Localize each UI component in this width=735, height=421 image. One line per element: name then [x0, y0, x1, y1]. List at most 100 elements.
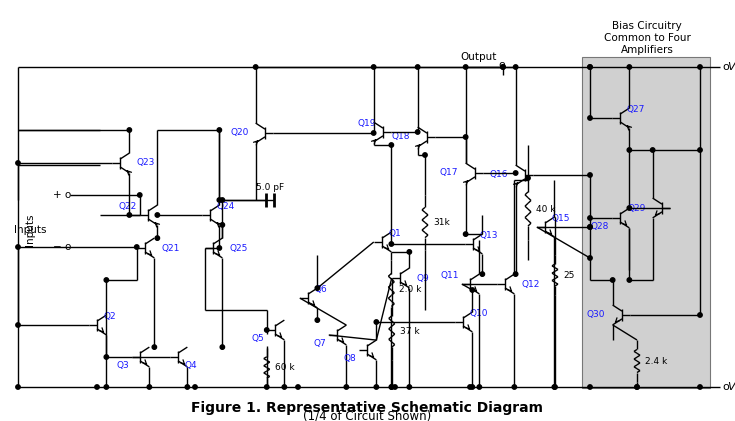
- Text: Q24: Q24: [217, 202, 235, 210]
- Circle shape: [552, 385, 556, 389]
- Text: Q30: Q30: [587, 311, 606, 320]
- Text: Q11: Q11: [440, 271, 459, 280]
- Text: + o: + o: [53, 190, 71, 200]
- Circle shape: [650, 148, 655, 152]
- Circle shape: [588, 225, 592, 229]
- Circle shape: [627, 148, 631, 152]
- Text: Q12: Q12: [522, 280, 540, 288]
- Circle shape: [635, 385, 639, 389]
- Circle shape: [220, 345, 225, 349]
- Circle shape: [588, 385, 592, 389]
- Circle shape: [470, 385, 475, 389]
- Circle shape: [344, 385, 348, 389]
- Circle shape: [265, 385, 269, 389]
- Circle shape: [389, 242, 393, 246]
- Text: Q23: Q23: [137, 158, 155, 168]
- Text: Output: Output: [461, 52, 497, 62]
- Circle shape: [217, 198, 221, 202]
- Circle shape: [501, 65, 505, 69]
- Circle shape: [315, 318, 320, 322]
- Circle shape: [220, 198, 225, 202]
- Circle shape: [104, 385, 109, 389]
- Circle shape: [217, 128, 221, 132]
- Circle shape: [104, 278, 109, 282]
- Circle shape: [698, 313, 702, 317]
- Circle shape: [15, 385, 20, 389]
- Circle shape: [480, 272, 484, 276]
- Text: Q16: Q16: [490, 171, 509, 179]
- Text: Bias Circuitry
Common to Four
Amplifiers: Bias Circuitry Common to Four Amplifiers: [603, 21, 690, 55]
- Text: (1/4 of Circuit Shown): (1/4 of Circuit Shown): [303, 410, 431, 421]
- Circle shape: [588, 116, 592, 120]
- Circle shape: [588, 225, 592, 229]
- Circle shape: [627, 206, 631, 210]
- Circle shape: [588, 65, 592, 69]
- Circle shape: [415, 65, 420, 69]
- Circle shape: [15, 323, 20, 327]
- Circle shape: [526, 176, 530, 180]
- Text: 5.0 pF: 5.0 pF: [256, 184, 284, 192]
- Text: Q10: Q10: [470, 309, 488, 318]
- Circle shape: [588, 216, 592, 220]
- Circle shape: [588, 173, 592, 177]
- Circle shape: [698, 385, 702, 389]
- Text: − o: − o: [53, 242, 71, 252]
- Text: Q20: Q20: [230, 128, 248, 138]
- Text: Q6: Q6: [315, 285, 327, 294]
- Text: 25: 25: [563, 271, 574, 280]
- Text: Q17: Q17: [440, 168, 459, 178]
- Text: Q2: Q2: [104, 312, 116, 321]
- Text: 37 k: 37 k: [400, 327, 420, 336]
- Circle shape: [389, 143, 393, 147]
- Circle shape: [464, 232, 468, 236]
- Circle shape: [217, 246, 221, 250]
- Circle shape: [635, 385, 639, 389]
- Text: Q4: Q4: [184, 361, 197, 370]
- Circle shape: [127, 128, 132, 132]
- Text: o: o: [722, 62, 728, 72]
- Circle shape: [415, 130, 420, 134]
- Text: Q15: Q15: [551, 214, 570, 223]
- Circle shape: [254, 65, 258, 69]
- Text: Q21: Q21: [162, 243, 180, 253]
- Text: Q22: Q22: [119, 202, 137, 210]
- Text: Q27: Q27: [627, 105, 645, 114]
- Circle shape: [95, 385, 99, 389]
- Text: Q3: Q3: [116, 361, 129, 370]
- Circle shape: [392, 385, 397, 389]
- Circle shape: [477, 385, 481, 389]
- Circle shape: [371, 65, 376, 69]
- Circle shape: [282, 385, 287, 389]
- Circle shape: [698, 65, 702, 69]
- Circle shape: [423, 153, 427, 157]
- Text: Q19: Q19: [358, 119, 376, 128]
- Text: Q25: Q25: [229, 243, 248, 253]
- Circle shape: [467, 385, 472, 389]
- Circle shape: [104, 355, 109, 359]
- Circle shape: [611, 278, 615, 282]
- Text: Q1: Q1: [389, 229, 401, 238]
- Text: Q9: Q9: [417, 274, 429, 282]
- Text: 2.0 k: 2.0 k: [399, 285, 422, 295]
- Circle shape: [371, 131, 376, 135]
- Circle shape: [193, 385, 197, 389]
- Circle shape: [407, 385, 412, 389]
- Circle shape: [315, 286, 320, 290]
- Text: $V_{EE}$ (GND): $V_{EE}$ (GND): [727, 380, 735, 394]
- Bar: [582, 57, 710, 388]
- Circle shape: [588, 256, 592, 260]
- Circle shape: [295, 385, 300, 389]
- Text: Q28: Q28: [591, 222, 609, 231]
- Circle shape: [137, 193, 142, 197]
- Text: Q18: Q18: [392, 133, 411, 141]
- Circle shape: [514, 65, 518, 69]
- Circle shape: [265, 328, 269, 332]
- Circle shape: [464, 65, 468, 69]
- Circle shape: [185, 385, 190, 389]
- Text: 31k: 31k: [433, 218, 450, 227]
- Text: Figure 1. Representative Schematic Diagram: Figure 1. Representative Schematic Diagr…: [191, 401, 543, 415]
- Circle shape: [390, 385, 394, 389]
- Text: $V_{CC}$: $V_{CC}$: [727, 60, 735, 74]
- Circle shape: [374, 320, 379, 324]
- Circle shape: [15, 245, 20, 249]
